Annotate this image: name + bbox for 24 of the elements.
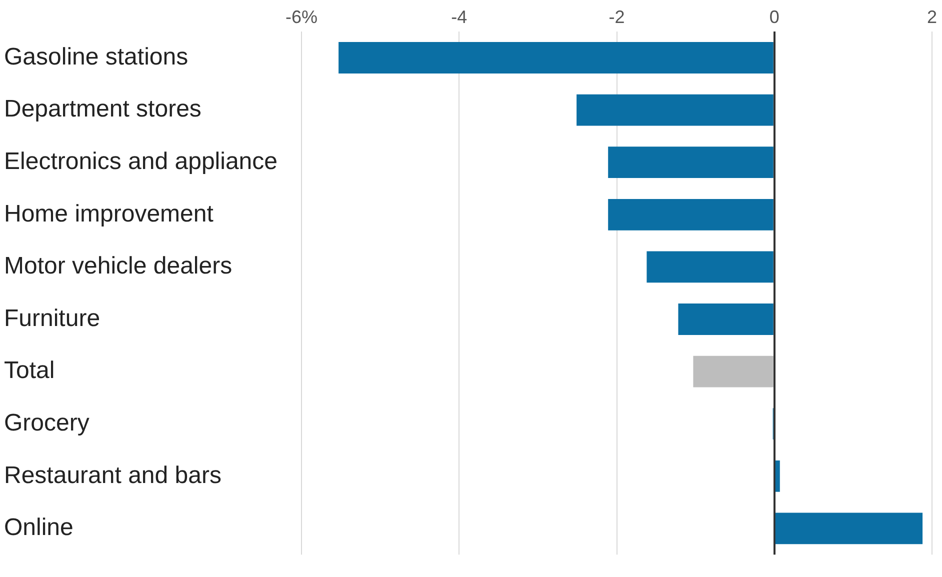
y-tick-label: Total (4, 357, 55, 384)
x-tick-label: 0 (769, 6, 780, 27)
x-tick-label: -4 (451, 6, 468, 27)
x-tick-label: 2 (926, 6, 938, 27)
y-tick-label: Online (4, 514, 74, 542)
bar (678, 304, 774, 335)
bar (646, 251, 774, 283)
bar (775, 512, 923, 544)
y-tick-label: Furniture (4, 304, 100, 332)
x-tick-label: -6% (285, 6, 318, 27)
y-tick-label: Grocery (4, 409, 90, 436)
x-tick-label: -2 (608, 6, 625, 27)
bar (693, 356, 774, 388)
y-tick-label: Electronics and appliance (4, 148, 278, 175)
bar (775, 460, 780, 492)
bar (608, 146, 774, 178)
y-tick-label: Gasoline stations (4, 43, 188, 70)
bar (576, 94, 774, 126)
y-tick-label: Restaurant and bars (4, 462, 222, 489)
y-tick-label: Motor vehicle dealers (4, 252, 232, 280)
y-tick-label: Department stores (4, 96, 202, 123)
y-tick-label: Home improvement (4, 200, 214, 228)
bar (338, 42, 774, 74)
bar (608, 198, 774, 230)
